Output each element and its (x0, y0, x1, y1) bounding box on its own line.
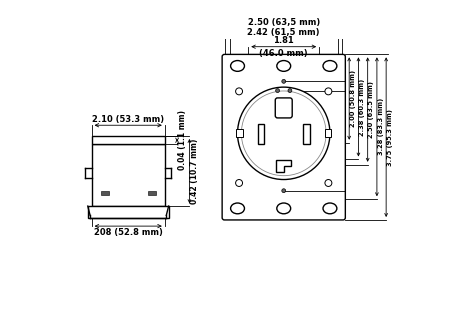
Text: (46.0 mm): (46.0 mm) (259, 49, 308, 58)
Circle shape (236, 179, 243, 187)
Text: 3.75 (95.3 mm): 3.75 (95.3 mm) (387, 109, 393, 166)
Circle shape (282, 189, 286, 193)
Circle shape (241, 91, 326, 176)
Circle shape (325, 88, 332, 95)
Text: 3.28 (83.3 mm): 3.28 (83.3 mm) (378, 98, 383, 155)
Ellipse shape (231, 60, 245, 72)
FancyBboxPatch shape (275, 98, 292, 118)
Text: 0.42 (10.7 mm): 0.42 (10.7 mm) (190, 138, 199, 204)
Text: 0.04 (1.1 mm): 0.04 (1.1 mm) (178, 110, 187, 170)
Circle shape (288, 89, 292, 93)
Circle shape (325, 179, 332, 187)
Ellipse shape (277, 203, 291, 214)
Bar (236, 129, 243, 137)
Bar (101, 191, 109, 195)
Ellipse shape (231, 203, 245, 214)
Circle shape (236, 88, 243, 95)
Circle shape (237, 87, 330, 179)
Text: 2.38 (60.3 mm): 2.38 (60.3 mm) (359, 78, 365, 136)
Circle shape (282, 79, 286, 83)
Text: 1.81: 1.81 (273, 36, 294, 45)
Bar (325, 129, 331, 137)
Ellipse shape (277, 60, 291, 72)
Bar (148, 191, 155, 195)
FancyBboxPatch shape (222, 54, 346, 220)
Ellipse shape (323, 60, 337, 72)
Circle shape (276, 89, 280, 93)
Bar (91, 136, 165, 145)
FancyBboxPatch shape (88, 206, 169, 218)
Text: 2.50 (63.5 mm): 2.50 (63.5 mm) (368, 81, 374, 138)
Text: 2.42 (61,5 mm): 2.42 (61,5 mm) (247, 28, 320, 37)
Ellipse shape (323, 203, 337, 214)
Text: 2.10 (53.3 mm): 2.10 (53.3 mm) (92, 115, 164, 124)
Text: 2.50 (63,5 mm): 2.50 (63,5 mm) (247, 19, 320, 27)
Text: 2.00 (50.8 mm): 2.00 (50.8 mm) (350, 70, 356, 127)
Polygon shape (276, 160, 292, 172)
Bar (91, 145, 165, 206)
Text: 208 (52.8 mm): 208 (52.8 mm) (94, 227, 163, 237)
Bar (257, 124, 264, 144)
Bar (303, 124, 310, 144)
